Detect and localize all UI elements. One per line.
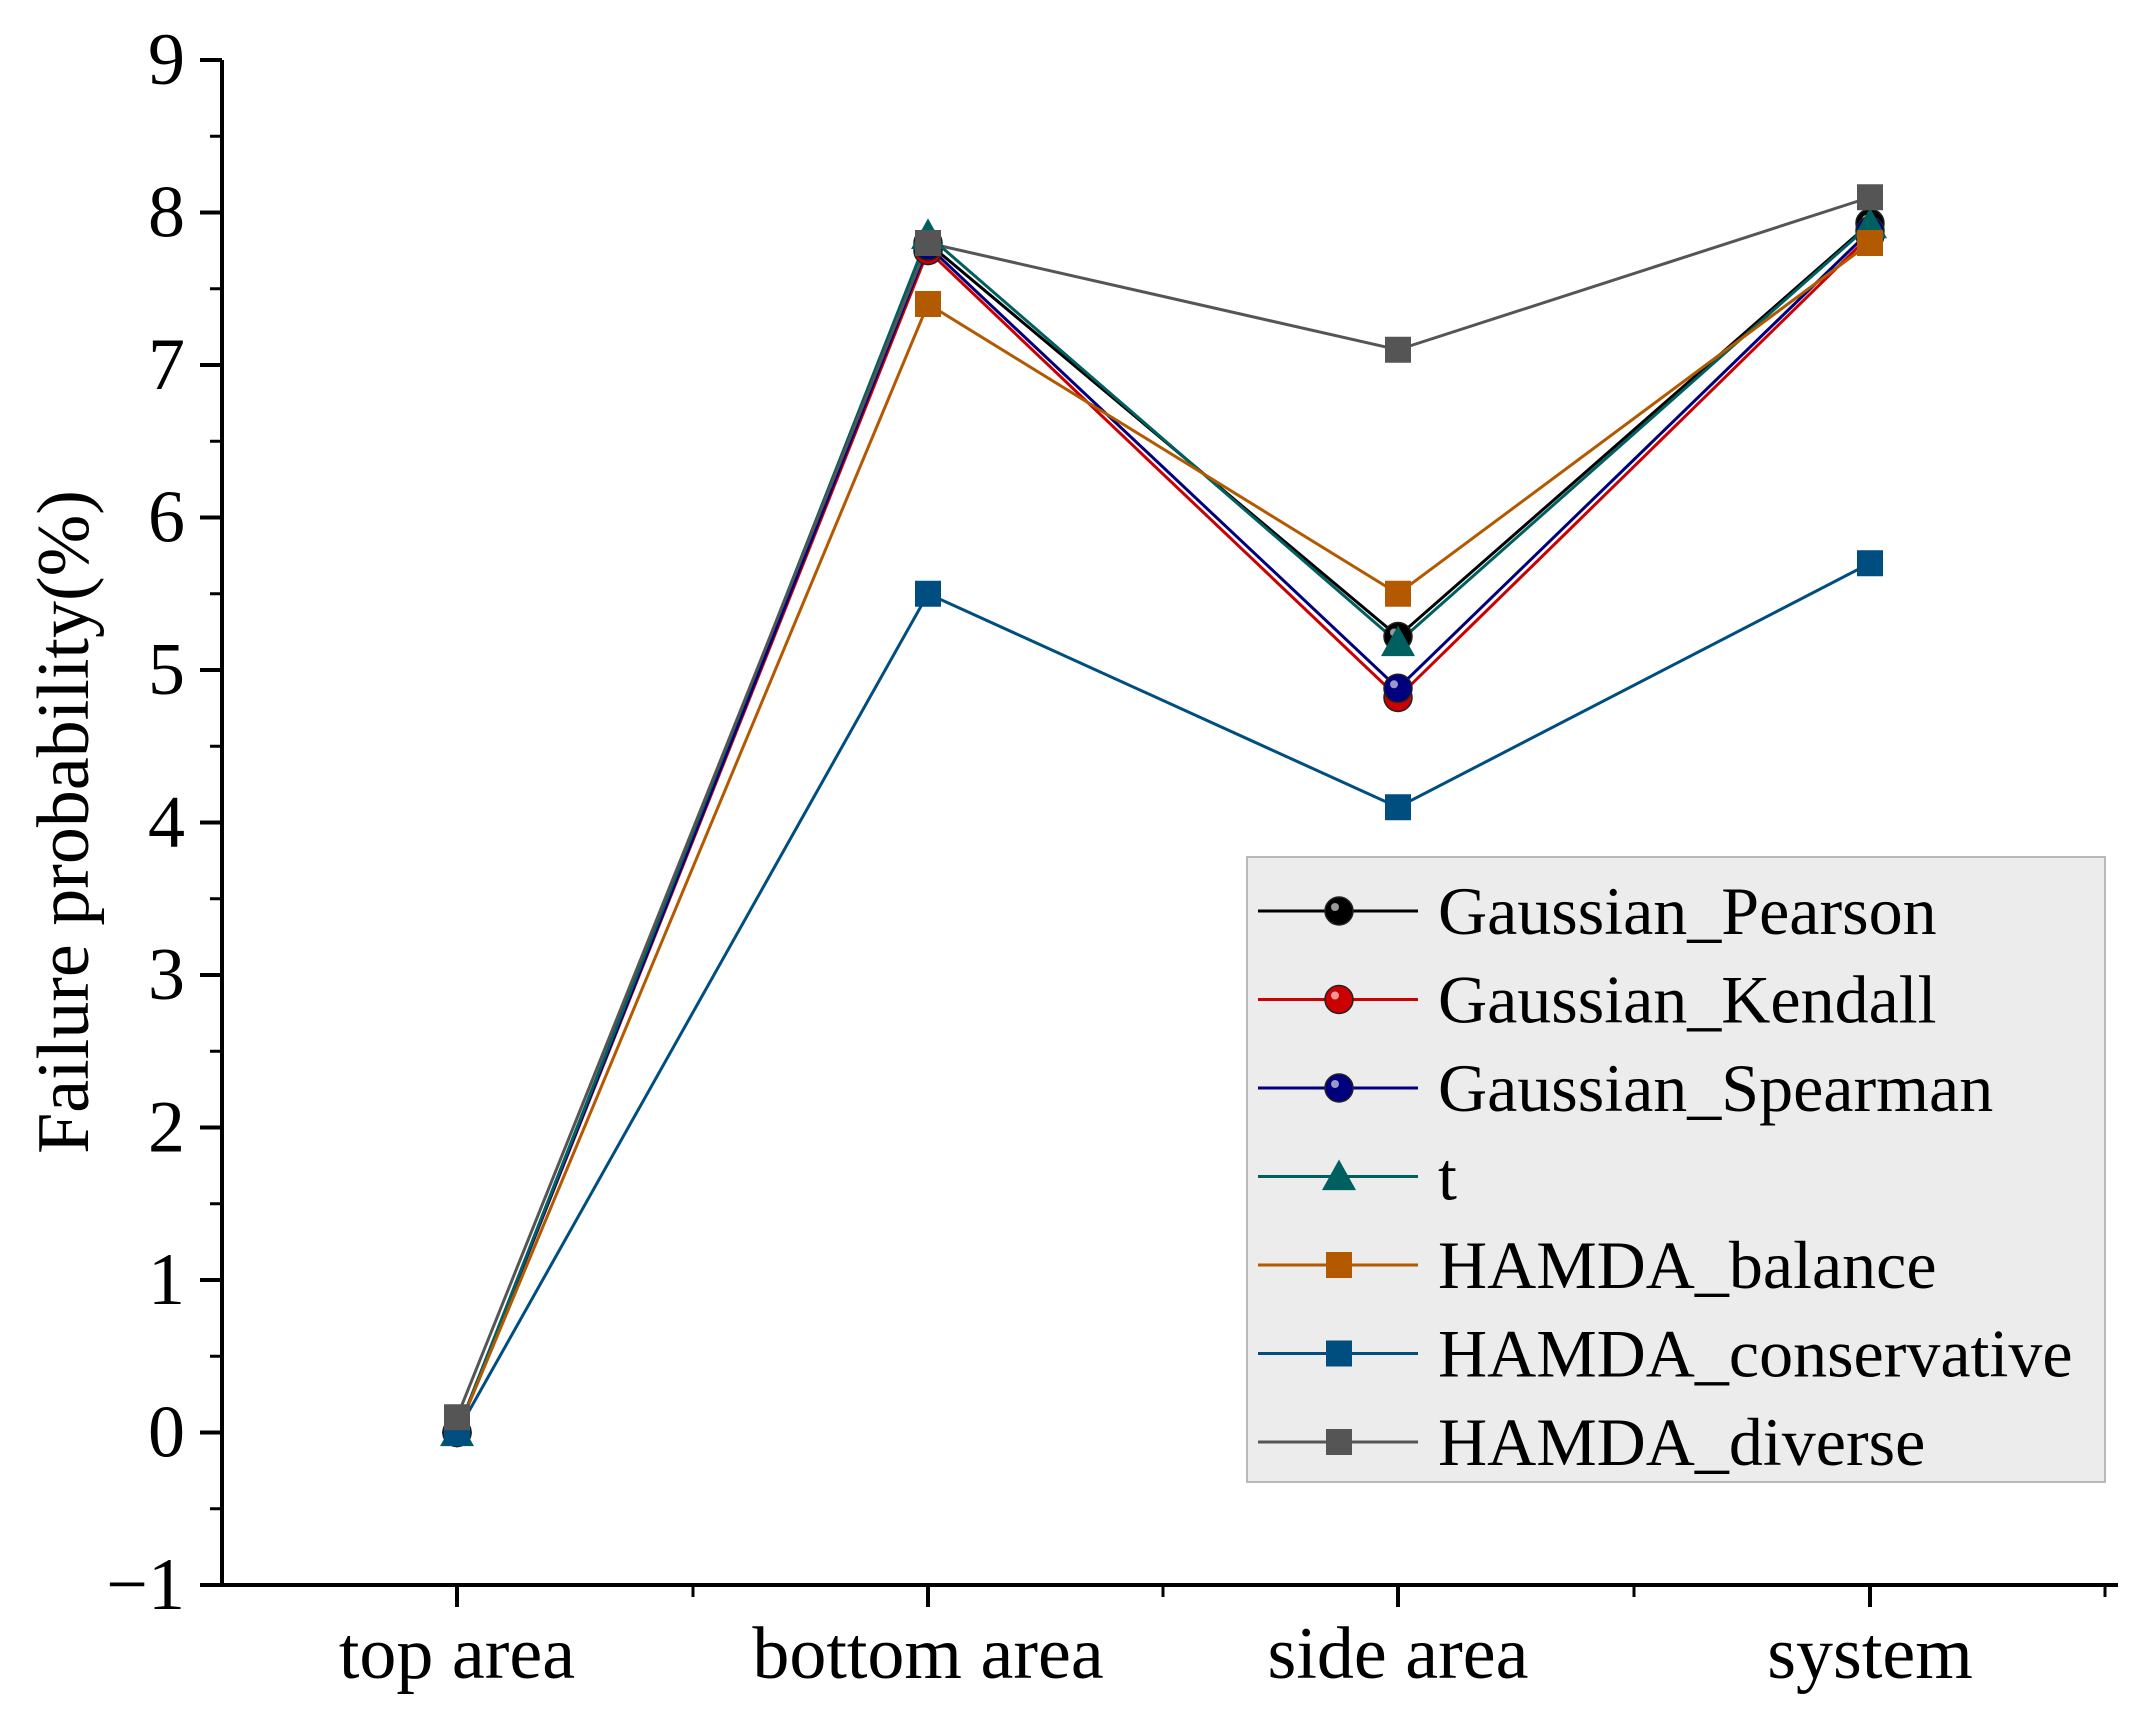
legend-label: Gaussian_Kendall: [1438, 962, 1937, 1038]
legend-label: HAMDA_balance: [1438, 1227, 1937, 1303]
data-point: [444, 1404, 470, 1431]
data-point: [915, 291, 941, 317]
series-markers-HAMDA_conservative: [444, 550, 1883, 1446]
legend-marker: [1326, 1340, 1352, 1367]
legend-marker-highlight: [1331, 1080, 1339, 1088]
series-markers-HAMDA_diverse: [444, 184, 1883, 1431]
data-point: [1857, 230, 1883, 256]
legend-marker: [1324, 896, 1354, 926]
y-tick-label: 2: [148, 1087, 185, 1169]
legend-entry: Gaussian_Pearson: [1258, 873, 1937, 949]
x-tick-label: system: [1767, 1613, 1973, 1695]
legend-marker: [1326, 1252, 1352, 1278]
y-tick-label: 0: [148, 1392, 185, 1474]
legend-entry: HAMDA_conservative: [1258, 1316, 2073, 1392]
data-point: [1857, 550, 1883, 577]
data-point: [1381, 625, 1415, 657]
legend: Gaussian_Pearson Gaussian_Kendall Gaussian…: [1246, 856, 2106, 1483]
legend-marker: [1324, 1073, 1354, 1103]
y-tick-label: 1: [148, 1239, 185, 1321]
x-tick-label: top area: [339, 1613, 575, 1695]
y-tick-label: 8: [148, 172, 185, 254]
y-tick-label: −1: [106, 1544, 185, 1626]
legend-entry: Gaussian_Kendall: [1258, 962, 1937, 1038]
series-line: [455, 241, 1871, 1434]
series-line: [455, 229, 1872, 1434]
y-tick-label: 9: [148, 19, 185, 101]
x-ticks: top area bottom area side area system: [339, 1585, 2107, 1695]
series-layer: [440, 184, 1887, 1448]
y-tick-label: 3: [148, 934, 185, 1016]
y-axis-title: Failure probability(%): [23, 490, 105, 1154]
legend-entries: Gaussian_Pearson Gaussian_Kendall Gaussian…: [1258, 873, 2073, 1480]
data-point: [1385, 794, 1411, 821]
y-tick-label: 6: [148, 477, 185, 559]
legend-marker: [1326, 1429, 1352, 1455]
data-point: [1385, 336, 1411, 363]
series-HAMDA_balance: [455, 241, 1871, 1434]
legend-label: t: [1438, 1139, 1457, 1215]
y-tick-label: 4: [148, 782, 185, 864]
series-HAMDA_conservative: [455, 561, 1871, 1434]
y-ticks: −1 0 1 2 3 4 5 6 7 8 9: [106, 19, 222, 1626]
legend-marker: [1324, 984, 1354, 1015]
data-point: [1383, 673, 1413, 704]
x-tick-label: side area: [1268, 1613, 1529, 1695]
data-point: [915, 230, 941, 256]
legend-entry: Gaussian_Spearman: [1258, 1050, 1993, 1126]
x-tick-label: bottom area: [752, 1613, 1103, 1695]
legend-label: HAMDA_conservative: [1438, 1316, 2073, 1392]
series-line: [455, 561, 1871, 1434]
data-point: [915, 580, 941, 607]
series-HAMDA_diverse: [455, 195, 1871, 1418]
legend-marker-highlight: [1331, 903, 1339, 911]
legend-label: HAMDA_diverse: [1438, 1404, 1925, 1480]
legend-entry: HAMDA_balance: [1258, 1227, 1937, 1303]
legend-label: Gaussian_Pearson: [1438, 873, 1937, 949]
legend-entry: HAMDA_diverse: [1258, 1404, 1925, 1480]
legend-marker-highlight: [1331, 991, 1339, 1000]
legend-entry: t: [1258, 1139, 1457, 1215]
series-line: [455, 195, 1871, 1418]
series-Gaussian_Spearman: [455, 229, 1872, 1434]
axes: −1 0 1 2 3 4 5 6 7 8 9 top area bottom area side are…: [23, 19, 2118, 1695]
legend-box: [1246, 856, 2106, 1483]
data-point: [1385, 580, 1411, 607]
data-point: [1857, 184, 1883, 211]
y-tick-label: 5: [148, 629, 185, 711]
data-point-highlight: [1390, 680, 1398, 689]
legend-marker: [1322, 1159, 1356, 1191]
legend-label: Gaussian_Spearman: [1438, 1050, 1993, 1126]
y-tick-label: 7: [148, 324, 185, 406]
